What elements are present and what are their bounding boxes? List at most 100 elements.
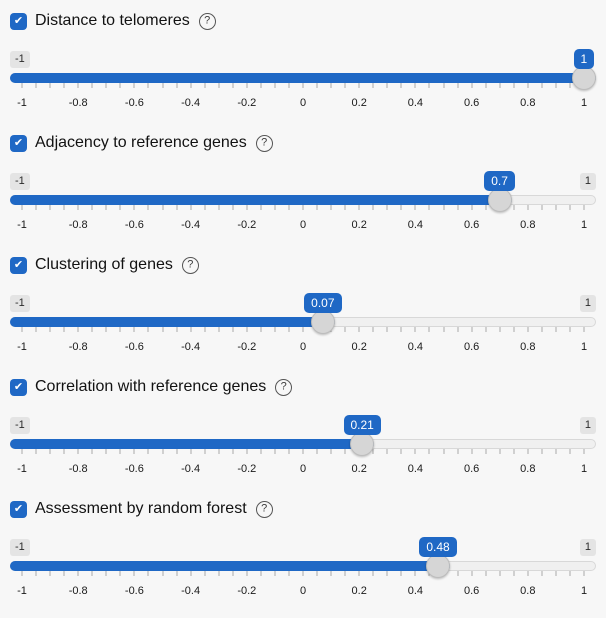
minor-tick: [471, 83, 473, 88]
slider-min-label: -1: [10, 173, 30, 190]
minor-tick: [400, 449, 402, 454]
slider-group-correlation-with-reference-genes: ✔ Correlation with reference genes ? -1 …: [10, 376, 596, 496]
minor-tick: [555, 83, 557, 88]
minor-tick: [541, 571, 543, 576]
minor-tick: [232, 449, 234, 454]
slider: -1 1 0.7 -1 -0.8 -0.6 -0.4 -0.2 0 0.2 0.4 0.6 0.8…: [10, 156, 596, 250]
checkbox[interactable]: ✔: [10, 378, 27, 396]
minor-tick: [443, 83, 444, 88]
tick-label: 0.4: [407, 585, 424, 597]
minor-tick: [583, 449, 585, 454]
tick-label: -1: [17, 97, 27, 109]
slider-handle[interactable]: [572, 66, 596, 90]
tick-label: 0.8: [520, 341, 536, 353]
minor-tick: [162, 571, 163, 576]
minor-tick: [246, 83, 248, 88]
slider-handle[interactable]: [350, 432, 374, 456]
tick-label: 0.4: [407, 463, 424, 475]
slider-handle[interactable]: [487, 188, 512, 212]
minor-tick: [527, 571, 529, 576]
minor-tick: [569, 83, 571, 88]
slider-header: ✔ Distance to telomeres ?: [10, 10, 596, 32]
minor-tick: [316, 83, 318, 88]
tick-label: -0.4: [181, 97, 201, 109]
slider-ticks: -1 -0.8 -0.6 -0.4 -0.2 0 0.2 0.4 0.6 0.8 1: [10, 205, 596, 250]
minor-tick: [21, 449, 23, 454]
check-icon: ✔: [13, 502, 24, 515]
minor-tick: [105, 327, 107, 332]
tick-label: -0.8: [68, 585, 88, 597]
tick-label: -1: [17, 341, 27, 353]
slider-header: ✔ Clustering of genes ?: [10, 254, 596, 276]
minor-tick: [260, 449, 262, 454]
minor-tick: [204, 571, 206, 576]
minor-tick: [400, 205, 402, 210]
tick-label: -1: [17, 219, 27, 231]
minor-tick: [119, 83, 121, 88]
minor-tick: [499, 449, 501, 454]
tick-label: -0.4: [181, 219, 201, 231]
minor-tick: [274, 571, 276, 576]
help-icon[interactable]: ?: [255, 500, 273, 518]
checkbox[interactable]: ✔: [10, 134, 27, 152]
minor-tick: [246, 449, 248, 454]
minor-tick: [218, 571, 220, 576]
minor-tick: [372, 449, 374, 454]
minor-tick: [386, 571, 388, 576]
minor-tick: [555, 205, 557, 210]
slider-label: Correlation with reference genes: [35, 378, 267, 395]
minor-tick: [358, 571, 360, 576]
minor-tick: [386, 327, 388, 332]
help-icon[interactable]: ?: [255, 134, 273, 152]
minor-tick: [260, 327, 262, 332]
slider-handle[interactable]: [425, 554, 450, 578]
checkbox[interactable]: ✔: [10, 500, 27, 518]
minor-tick: [302, 327, 304, 332]
minor-tick: [499, 571, 501, 576]
minor-tick: [176, 571, 178, 576]
help-icon[interactable]: ?: [275, 378, 293, 396]
tick-label: -0.4: [181, 341, 201, 353]
minor-tick: [49, 327, 51, 332]
minor-tick: [316, 571, 318, 576]
tick-label: -1: [17, 585, 27, 597]
minor-tick: [527, 205, 529, 210]
minor-tick: [583, 327, 585, 332]
minor-tick: [35, 327, 37, 332]
minor-tick: [583, 571, 585, 576]
checkbox[interactable]: ✔: [10, 256, 27, 274]
checkbox[interactable]: ✔: [10, 12, 27, 30]
minor-tick: [471, 327, 473, 332]
minor-tick: [414, 205, 416, 210]
minor-tick: [372, 571, 374, 576]
minor-tick: [372, 327, 374, 332]
help-icon[interactable]: ?: [181, 256, 199, 274]
minor-tick: [21, 205, 23, 210]
minor-tick: [204, 83, 206, 88]
tick-label: 0: [299, 219, 307, 231]
tick-label: 1: [580, 341, 588, 353]
minor-tick: [232, 83, 234, 88]
help-icon[interactable]: ?: [198, 12, 216, 30]
minor-tick: [63, 571, 65, 576]
minor-tick: [569, 449, 571, 454]
slider-header: ✔ Correlation with reference genes ?: [10, 376, 596, 398]
minor-tick: [400, 83, 402, 88]
minor-tick: [133, 205, 135, 210]
minor-tick: [302, 205, 304, 210]
minor-tick: [77, 449, 79, 454]
slider-ticks: -1 -0.8 -0.6 -0.4 -0.2 0 0.2 0.4 0.6 0.8 1: [10, 83, 596, 128]
slider: -1 1 0.48 -1 -0.8 -0.6 -0.4 -0.2 0 0.2 0.4 0.6 0.…: [10, 522, 596, 616]
minor-tick: [513, 205, 515, 210]
minor-tick: [162, 449, 163, 454]
slider-handle[interactable]: [310, 310, 335, 334]
minor-tick: [119, 571, 121, 576]
slider-filled-bar: [10, 439, 374, 449]
minor-tick: [457, 327, 459, 332]
minor-tick: [330, 571, 332, 576]
minor-tick: [274, 327, 276, 332]
minor-tick: [77, 83, 79, 88]
tick-label: 0.4: [407, 219, 424, 231]
minor-tick: [147, 205, 149, 210]
minor-tick: [105, 449, 107, 454]
